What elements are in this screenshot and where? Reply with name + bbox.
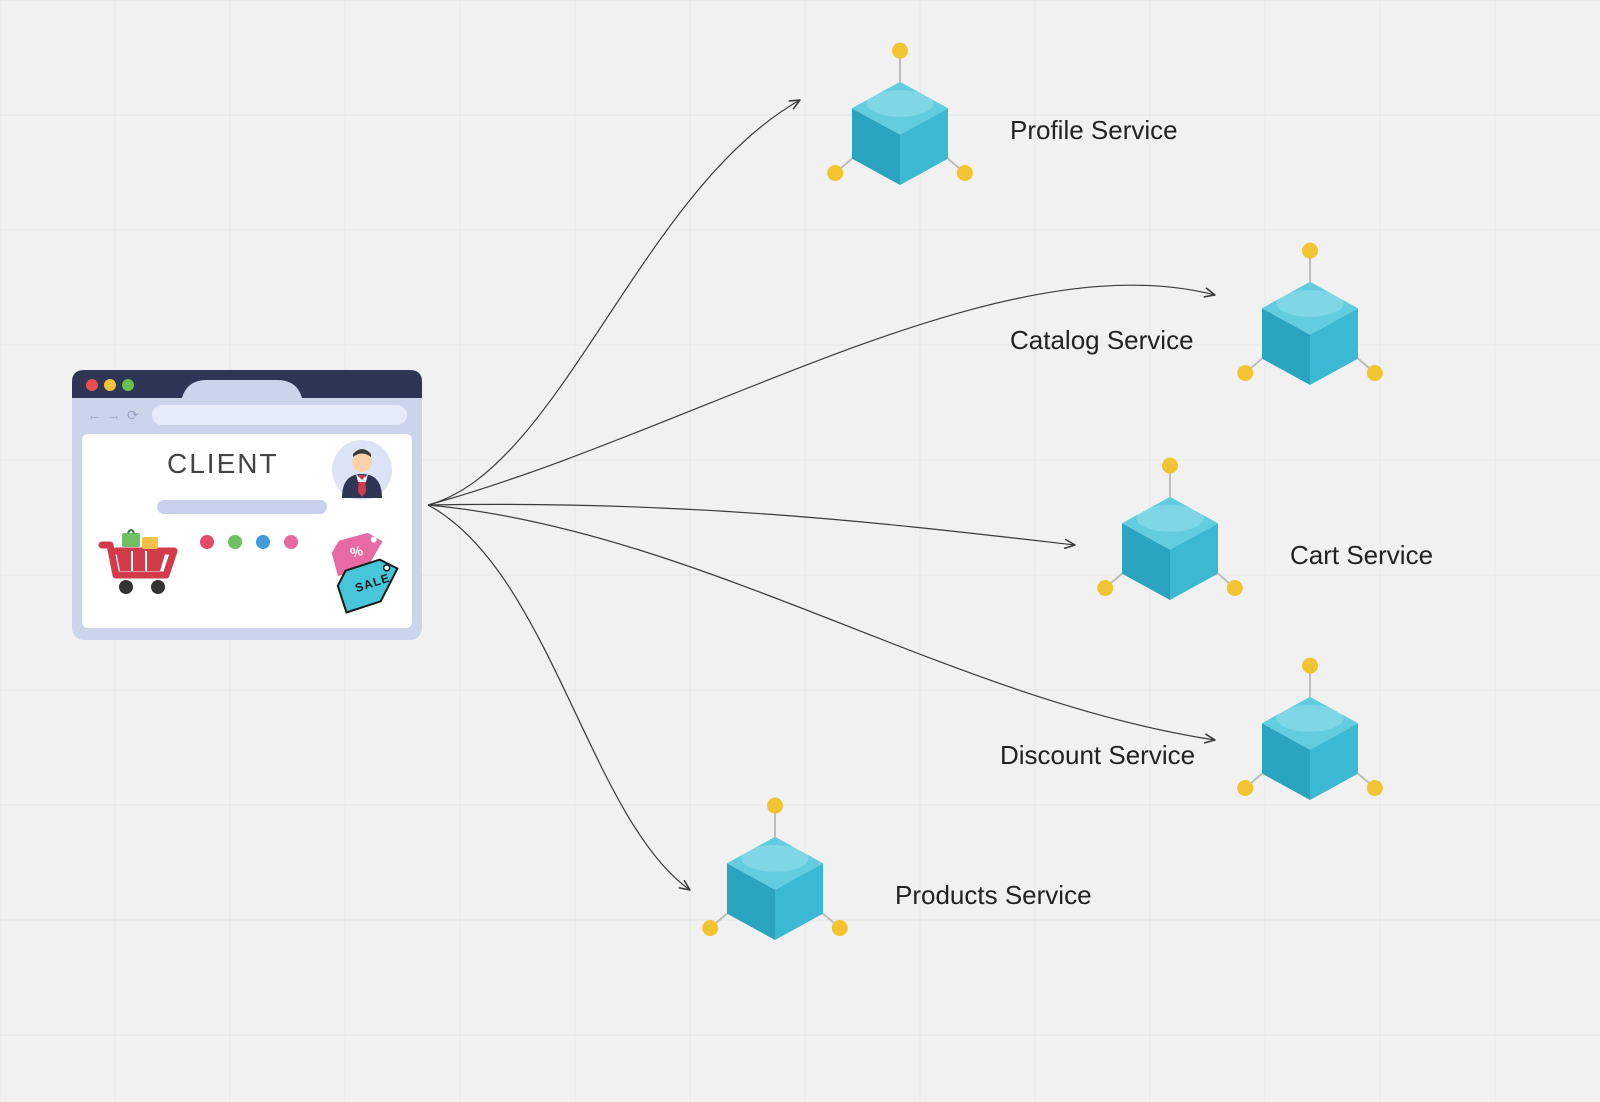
svg-text:→: → xyxy=(107,407,121,423)
service-label-profile: Profile Service xyxy=(1010,115,1178,146)
client-label: CLIENT xyxy=(167,448,279,480)
svg-text:←: ← xyxy=(87,407,101,423)
service-label-cart: Cart Service xyxy=(1290,540,1433,571)
client-window: ←→⟳%SALE xyxy=(72,370,422,640)
service-label-discount: Discount Service xyxy=(1000,740,1195,771)
svg-text:⟳: ⟳ xyxy=(127,407,139,423)
service-label-products: Products Service xyxy=(895,880,1092,911)
diagram-stage: ←→⟳%SALE CLIENTProfile ServiceCatalog Se… xyxy=(0,0,1600,1102)
service-label-catalog: Catalog Service xyxy=(1010,325,1194,356)
